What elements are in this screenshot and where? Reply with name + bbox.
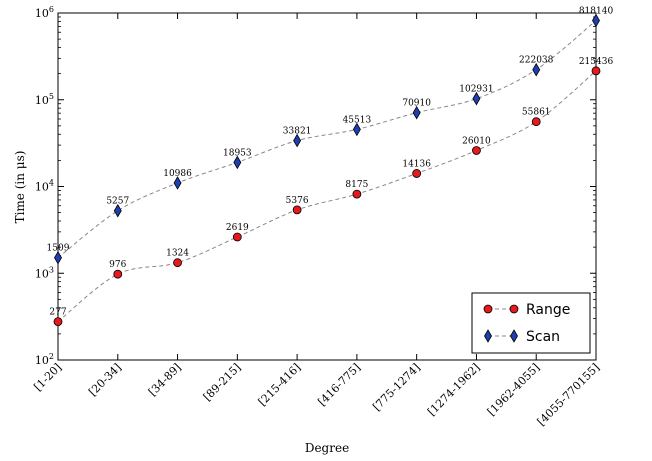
data-label-scan: 10986 [163,169,192,179]
range-point [232,232,242,242]
scan-point [293,133,302,148]
data-label-range: 55861 [522,108,551,118]
range-point [292,205,302,215]
range-point [412,169,422,178]
range-point [352,189,362,199]
data-label-scan: 33821 [283,127,312,137]
range-point [472,146,481,155]
data-label-range: 14136 [402,159,431,169]
y-tick-label: 106 [35,5,54,20]
data-label-scan: 222038 [519,56,554,66]
legend-scan-marker [510,329,518,343]
y-tick-label: 105 [35,92,54,107]
scan-point [54,250,62,265]
legend-range-label: Range [526,302,570,318]
x-tick-label: [89-215] [201,361,244,404]
data-label-range: 8175 [345,180,368,190]
data-label-scan: 818140 [579,7,614,17]
scan-point [173,176,182,190]
data-label-scan: 1509 [47,244,70,254]
legend-range-marker [483,304,493,314]
scan-point [233,155,242,170]
series-line-scan [57,20,597,259]
data-labels: 277 976 1324 2619 5376 8175 14136 26010 55861 215… [47,7,614,318]
scan-point [532,62,541,77]
x-tick-label: [1962-4055] [485,361,542,418]
markers [53,13,601,327]
x-tick-label: [4055-770155] [535,361,602,428]
legend-box [471,292,591,354]
scan-point [472,91,481,106]
y-axis-label: Time (in μs) [13,151,27,224]
legend-scan-marker [484,329,492,343]
series-lines [57,20,597,323]
x-tick-label: [1274-1962] [425,361,482,418]
scan-point [592,13,600,28]
legend-range-marker [509,304,519,314]
x-tick-label: [215-416] [256,361,304,409]
y-tick-label: 102 [35,352,54,367]
x-tick-label: [20-34] [86,361,124,399]
range-point [173,258,182,268]
data-label-range: 2619 [226,223,249,233]
scan-point [113,203,122,218]
range-point [531,117,541,127]
data-label-range: 976 [109,260,126,270]
y-tick-label: 103 [35,265,54,280]
data-label-scan: 102931 [459,85,493,95]
series-line-range [57,70,597,323]
legend-scan-label: Scan [526,329,560,345]
y-tick-label: 104 [35,179,54,194]
x-axis-label: Degree [305,441,349,455]
data-label-scan: 45513 [343,115,372,125]
data-label-range: 5376 [286,196,309,206]
data-label-scan: 18953 [223,148,252,158]
x-tick-label: [34-89] [146,361,184,399]
range-point [113,269,123,279]
data-label-range: 277 [49,308,66,318]
x-tick-label: [775-1274] [370,361,423,414]
data-label-range: 26010 [462,136,491,146]
data-label-range: 215436 [579,57,614,67]
data-label-scan: 70910 [402,99,431,109]
range-point [591,66,601,76]
range-point [53,317,63,327]
data-label-scan: 5257 [106,197,129,207]
legend: Range Scan [471,292,591,354]
scan-point [412,105,421,120]
data-label-range: 1324 [166,249,189,259]
scan-point [352,122,361,137]
x-tick-label: [416-775] [315,361,363,409]
